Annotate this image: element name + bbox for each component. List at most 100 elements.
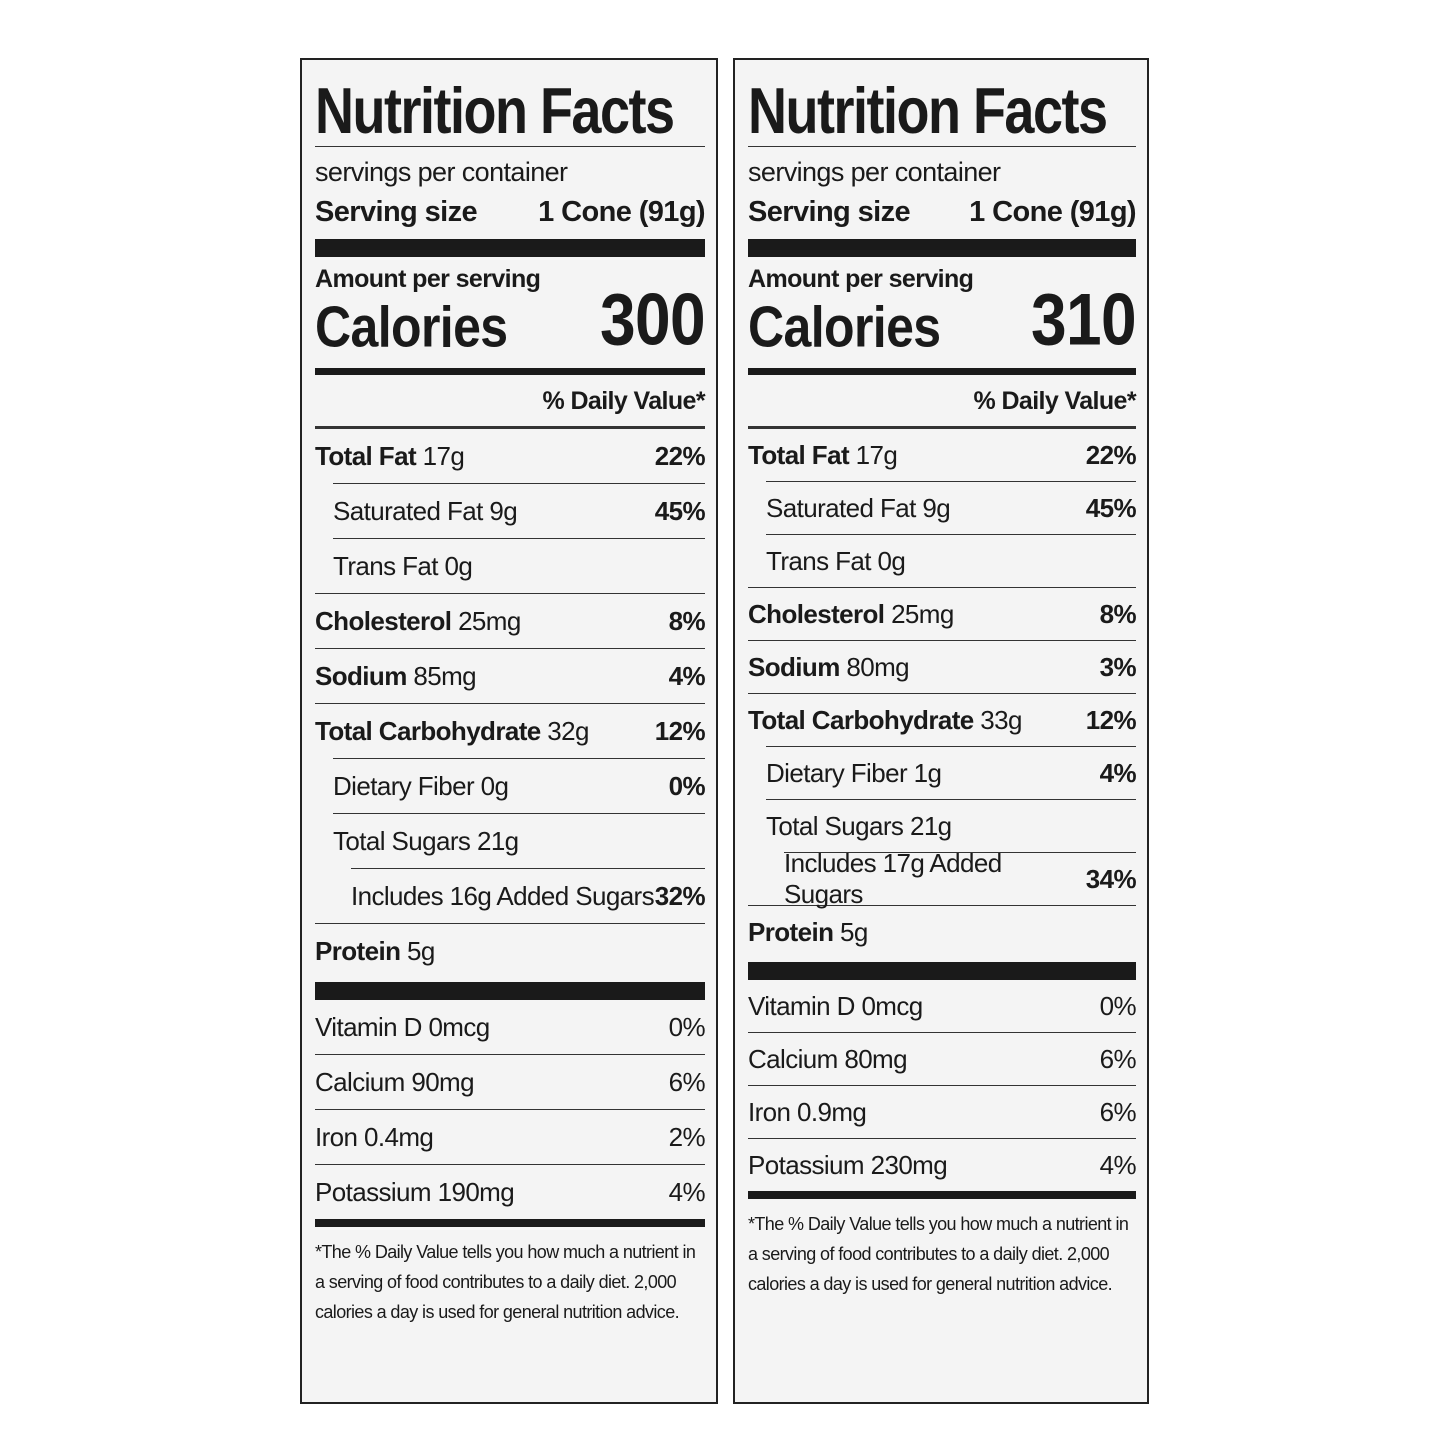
nutrient-row: Cholesterol 25mg 8% bbox=[748, 587, 1137, 640]
nutrient: Sodium 80mg bbox=[748, 651, 910, 683]
vitamin-dv: 6% bbox=[1099, 1043, 1137, 1074]
nutrient-row: Total Carbohydrate 33g 12% bbox=[748, 693, 1137, 746]
nutrient-row: Includes 17g Added Sugars 34% bbox=[784, 848, 1137, 909]
nutrient-amount: 1g bbox=[913, 757, 942, 788]
footnote: *The % Daily Value tells you how much a … bbox=[748, 1214, 1129, 1294]
nutrient-amount: 25mg bbox=[891, 598, 954, 629]
daily-value: 34% bbox=[1085, 863, 1137, 894]
nutrient-amount: 21g bbox=[909, 810, 952, 841]
nutrient-amount: 0g bbox=[480, 770, 509, 801]
nutrient-row: Total Fat 17g 22% bbox=[315, 426, 706, 483]
daily-value: 45% bbox=[1085, 492, 1137, 523]
nutrient-row: Total Sugars 21g bbox=[766, 799, 1136, 852]
nutrient-amount: 5g bbox=[407, 935, 435, 966]
vitamin-dv: 2% bbox=[668, 1121, 706, 1152]
serving-size-label: Serving size bbox=[748, 196, 911, 228]
nutrient-row: Cholesterol 25mg 8% bbox=[315, 593, 706, 648]
vitamin-name: Potassium 190mg bbox=[315, 1176, 515, 1207]
calories-row: Calories 300 bbox=[315, 278, 706, 361]
rule bbox=[748, 962, 1136, 980]
vitamin-name: Calcium 80mg bbox=[748, 1043, 908, 1074]
nutrient-row: Saturated Fat 9g 45% bbox=[333, 483, 706, 538]
vitamin-name: Calcium 90mg bbox=[315, 1066, 475, 1097]
nutrient-row: Protein 5g bbox=[315, 923, 705, 978]
nutrient-row: Trans Fat 0g bbox=[766, 534, 1136, 587]
nutrient: Sodium 85mg bbox=[315, 661, 477, 692]
nutrient-name: Total Fat bbox=[315, 440, 417, 471]
nutrient-amount: 25mg bbox=[458, 605, 521, 636]
daily-value: 45% bbox=[654, 495, 706, 526]
rule bbox=[748, 1191, 1136, 1199]
nutrient-amount: 21g bbox=[476, 825, 519, 856]
nutrient-amount: 80mg bbox=[846, 651, 909, 682]
nutrient: Saturated Fat 9g bbox=[766, 492, 951, 524]
nutrient: Total Sugars 21g bbox=[766, 811, 952, 842]
nutrient-row: Total Fat 17g 22% bbox=[748, 426, 1137, 481]
nutrient-name: Dietary Fiber bbox=[766, 757, 908, 788]
nutrient-name: Saturated Fat bbox=[766, 492, 916, 523]
vitamin-dv: 4% bbox=[1099, 1149, 1137, 1180]
nutrient-name: Total Carbohydrate bbox=[748, 704, 974, 735]
vitamin-name: Potassium 230mg bbox=[748, 1149, 948, 1180]
vitamin-name: Iron 0.9mg bbox=[748, 1096, 867, 1127]
daily-value: 4% bbox=[668, 660, 706, 691]
vitamin-dv: 6% bbox=[1099, 1096, 1137, 1127]
daily-value: 0% bbox=[668, 770, 706, 801]
daily-value: 22% bbox=[654, 440, 706, 471]
nutrient-row: Total Carbohydrate 32g 12% bbox=[315, 703, 706, 758]
daily-value-header: % Daily Value* bbox=[973, 387, 1136, 415]
nutrition-label: Nutrition Facts servings per container Ser… bbox=[733, 58, 1149, 1404]
rule bbox=[315, 1219, 705, 1227]
nutrient: Trans Fat 0g bbox=[766, 545, 906, 577]
nutrient-name: Saturated Fat bbox=[333, 495, 483, 526]
nutrient-amount: 9g bbox=[489, 495, 518, 526]
nutrient: Includes 17g Added Sugars bbox=[784, 848, 1086, 910]
vitamin-row: Potassium 190mg 4% bbox=[315, 1164, 706, 1219]
nutrient-amount: 33g bbox=[980, 704, 1022, 735]
vitamin-row: Iron 0.4mg 2% bbox=[315, 1109, 706, 1164]
nutrient-name: Trans Fat bbox=[766, 545, 871, 576]
title: Nutrition Facts bbox=[315, 75, 675, 148]
nutrient-row: Trans Fat 0g bbox=[333, 538, 705, 593]
rule bbox=[748, 239, 1136, 257]
nutrient: Dietary Fiber 1g bbox=[766, 757, 942, 789]
vitamin-row: Potassium 230mg 4% bbox=[748, 1138, 1137, 1191]
nutrient-amount: 5g bbox=[840, 916, 868, 947]
rule bbox=[315, 239, 705, 257]
nutrient-row: Includes 16g Added Sugars 32% bbox=[351, 868, 706, 923]
footnote: *The % Daily Value tells you how much a … bbox=[315, 1242, 696, 1322]
vitamin-dv: 0% bbox=[1099, 990, 1137, 1021]
vitamin-row: Vitamin D 0mcg 0% bbox=[315, 1000, 706, 1054]
nutrient: Total Carbohydrate 33g bbox=[748, 705, 1022, 736]
nutrient-name: Total Fat bbox=[748, 439, 850, 470]
serving-size-value: 1 Cone (91g) bbox=[969, 196, 1136, 228]
serving-size-value: 1 Cone (91g) bbox=[538, 196, 705, 228]
nutrient-name: Includes 16g Added Sugars bbox=[351, 880, 655, 911]
amount-per-serving: Amount per serving bbox=[748, 265, 974, 293]
nutrient-name: Dietary Fiber bbox=[333, 770, 475, 801]
vitamin-name: Vitamin D 0mcg bbox=[315, 1011, 490, 1042]
nutrient-name: Total Carbohydrate bbox=[315, 715, 541, 746]
rule bbox=[315, 368, 705, 375]
vitamin-dv: 4% bbox=[668, 1176, 706, 1207]
daily-value: 8% bbox=[668, 605, 706, 636]
servings: servings per container bbox=[748, 146, 1136, 188]
daily-value-header: % Daily Value* bbox=[542, 387, 705, 415]
nutrient-name: Cholesterol bbox=[748, 598, 885, 629]
nutrient-row: Sodium 80mg 3% bbox=[748, 640, 1137, 693]
nutrient-name: Total Sugars bbox=[333, 825, 471, 856]
nutrient: Total Fat 17g bbox=[748, 439, 898, 471]
calories-value: 310 bbox=[1031, 277, 1137, 361]
nutrient: Trans Fat 0g bbox=[333, 550, 473, 582]
vitamin-dv: 6% bbox=[668, 1066, 706, 1097]
nutrient: Dietary Fiber 0g bbox=[333, 770, 509, 802]
daily-value: 22% bbox=[1085, 439, 1137, 470]
nutrient-name: Protein bbox=[315, 935, 401, 966]
nutrient-row: Dietary Fiber 1g 4% bbox=[766, 746, 1137, 799]
nutrient: Total Fat 17g bbox=[315, 440, 465, 472]
nutrient-name: Trans Fat bbox=[333, 550, 438, 581]
nutrient: Cholesterol 25mg bbox=[315, 606, 521, 637]
nutrient: Saturated Fat 9g bbox=[333, 495, 518, 527]
nutrient-amount: 32g bbox=[547, 715, 589, 746]
nutrient-name: Protein bbox=[748, 916, 834, 947]
